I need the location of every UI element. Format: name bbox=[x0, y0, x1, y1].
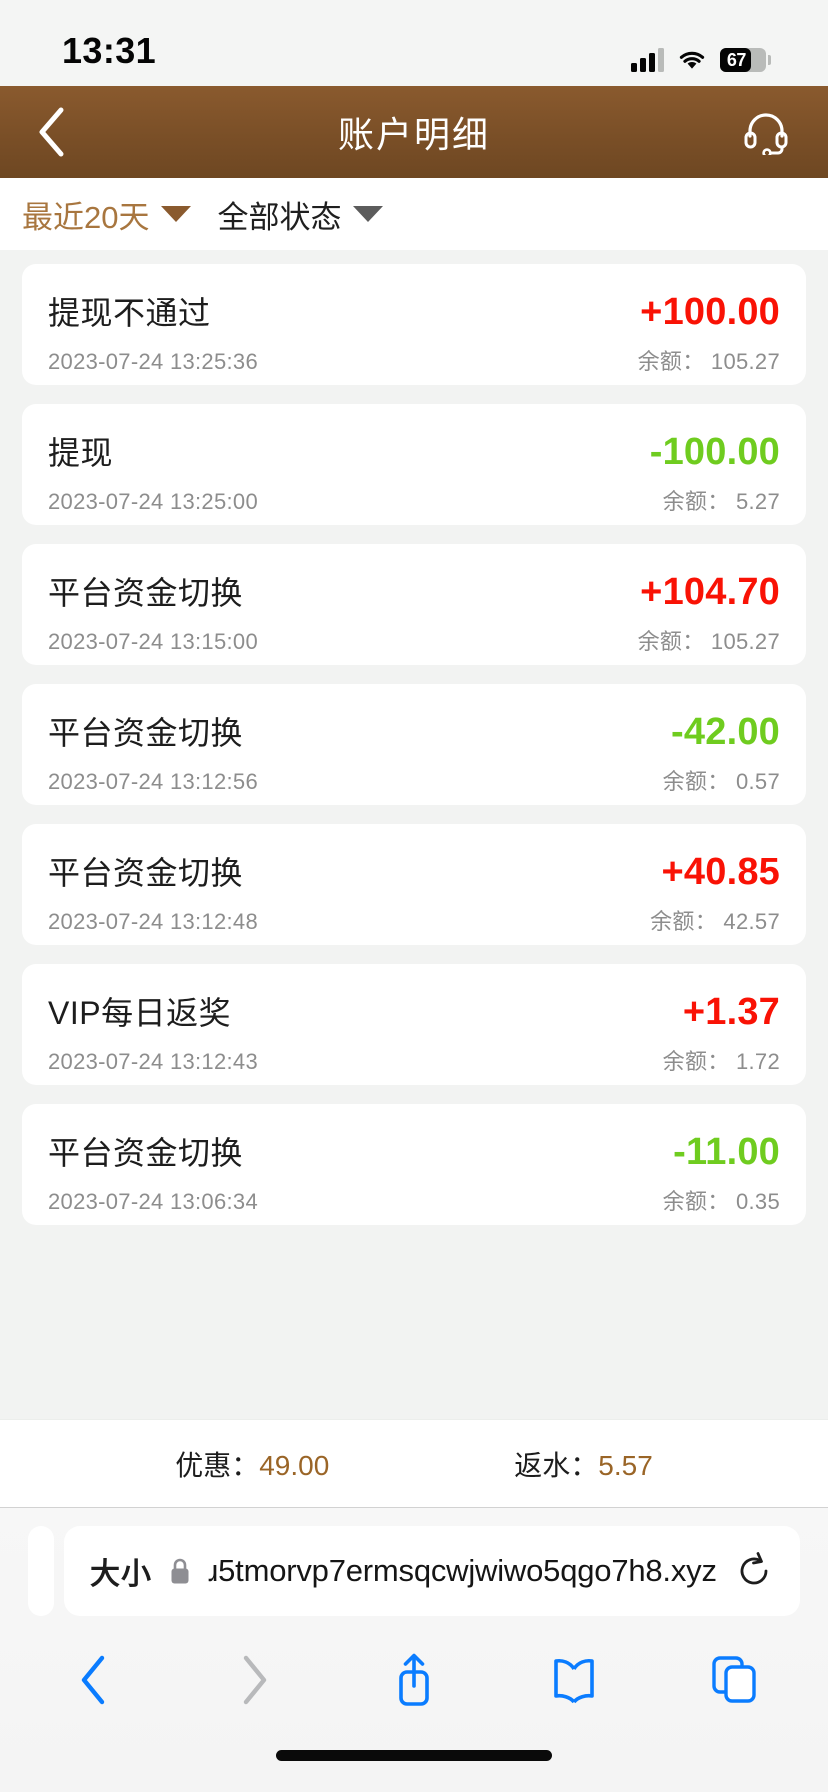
filter-date-range[interactable]: 最近20天 bbox=[22, 192, 192, 237]
filter-date-range-label: 最近20天 bbox=[22, 199, 150, 235]
app-header: 账户明细 bbox=[0, 86, 828, 178]
chevron-left-icon bbox=[39, 107, 64, 157]
status-time: 13:31 bbox=[62, 30, 157, 71]
browser-bookmarks-button[interactable] bbox=[536, 1642, 612, 1718]
status-bar: 13:31 67 bbox=[0, 0, 828, 86]
wifi-icon bbox=[679, 51, 705, 69]
chevron-down-icon bbox=[353, 206, 384, 222]
battery-level: 67 bbox=[726, 49, 747, 70]
chevron-left-icon bbox=[81, 1655, 105, 1705]
transaction-title: 平台资金切换 bbox=[48, 855, 244, 891]
transaction-title: 提现 bbox=[48, 435, 114, 471]
transaction-balance: 余额： 0.57 bbox=[662, 769, 780, 794]
chevron-down-icon bbox=[161, 206, 192, 222]
home-indicator-area bbox=[0, 1718, 828, 1792]
chevron-right-icon bbox=[243, 1655, 267, 1705]
transaction-balance: 余额： 42.57 bbox=[650, 909, 780, 934]
filter-status-label: 全部状态 bbox=[217, 199, 342, 235]
transaction-balance: 余额： 0.35 bbox=[662, 1189, 780, 1214]
transaction-datetime: 2023-07-24 13:15:00 bbox=[48, 629, 258, 654]
url-row: 大小 ɹ5tmorvp7ermsqcwjwiwo5qgo7h8.xyz bbox=[0, 1526, 828, 1616]
book-icon bbox=[554, 1658, 594, 1704]
transaction-title: 提现不通过 bbox=[48, 295, 211, 331]
previous-tab-peek[interactable] bbox=[28, 1526, 54, 1616]
filter-status[interactable]: 全部状态 bbox=[217, 192, 384, 237]
summary-rebate: 返水：5.57 bbox=[514, 1444, 653, 1484]
table-row[interactable]: 平台资金切换 -11.00 2023-07-24 13:06:34 余额： 0.… bbox=[22, 1104, 806, 1225]
transaction-title: 平台资金切换 bbox=[48, 715, 244, 751]
transaction-amount: +100.00 bbox=[640, 291, 780, 333]
tabs-icon bbox=[712, 1656, 756, 1703]
filter-bar: 最近20天 全部状态 bbox=[0, 178, 828, 250]
url-text: ɹ5tmorvp7ermsqcwjwiwo5qgo7h8.xyz bbox=[208, 1553, 717, 1588]
table-row[interactable]: VIP每日返奖 +1.37 2023-07-24 13:12:43 余额： 1.… bbox=[22, 964, 806, 1085]
summary-bar: 优惠：49.00 返水：5.57 bbox=[0, 1419, 828, 1507]
browser-share-button[interactable] bbox=[376, 1642, 452, 1718]
transaction-amount: +104.70 bbox=[640, 571, 780, 613]
battery-icon: 67 bbox=[720, 48, 771, 72]
status-indicators: 67 bbox=[631, 48, 771, 72]
transaction-datetime: 2023-07-24 13:25:00 bbox=[48, 489, 258, 514]
transaction-title: VIP每日返奖 bbox=[48, 995, 232, 1031]
transaction-amount: +1.37 bbox=[682, 991, 780, 1033]
customer-support-button[interactable] bbox=[738, 104, 794, 160]
transaction-balance: 余额： 1.72 bbox=[662, 1049, 780, 1074]
transaction-balance: 余额： 105.27 bbox=[637, 349, 780, 374]
summary-rebate-label: 返水： bbox=[514, 1449, 599, 1481]
table-row[interactable]: 平台资金切换 +104.70 2023-07-24 13:15:00 余额： 1… bbox=[22, 544, 806, 665]
table-row[interactable]: 提现不通过 +100.00 2023-07-24 13:25:36 余额： 10… bbox=[22, 264, 806, 385]
summary-rebate-value: 5.57 bbox=[598, 1449, 653, 1481]
transaction-amount: -100.00 bbox=[649, 431, 780, 473]
summary-promo: 优惠：49.00 bbox=[175, 1444, 329, 1484]
lock-icon bbox=[168, 1556, 192, 1586]
transaction-list[interactable]: 提现不通过 +100.00 2023-07-24 13:25:36 余额： 10… bbox=[0, 250, 828, 1419]
browser-back-button[interactable] bbox=[56, 1642, 132, 1718]
transaction-title: 平台资金切换 bbox=[48, 575, 244, 611]
page-size-button[interactable]: 大小 bbox=[90, 1558, 152, 1591]
browser-chrome: 大小 ɹ5tmorvp7ermsqcwjwiwo5qgo7h8.xyz bbox=[0, 1507, 828, 1792]
transaction-datetime: 2023-07-24 13:25:36 bbox=[48, 349, 258, 374]
transaction-balance: 余额： 5.27 bbox=[662, 489, 780, 514]
cellular-signal-icon bbox=[631, 48, 664, 72]
transaction-amount: -11.00 bbox=[673, 1131, 780, 1173]
page-title: 账户明细 bbox=[337, 114, 490, 155]
table-row[interactable]: 平台资金切换 +40.85 2023-07-24 13:12:48 余额： 42… bbox=[22, 824, 806, 945]
transaction-amount: -42.00 bbox=[671, 711, 780, 753]
back-button[interactable] bbox=[34, 104, 90, 160]
table-row[interactable]: 提现 -100.00 2023-07-24 13:25:00 余额： 5.27 bbox=[22, 404, 806, 525]
address-bar[interactable]: 大小 ɹ5tmorvp7ermsqcwjwiwo5qgo7h8.xyz bbox=[64, 1526, 800, 1616]
summary-promo-label: 优惠： bbox=[175, 1449, 260, 1481]
browser-tabs-button[interactable] bbox=[696, 1642, 772, 1718]
reload-icon[interactable] bbox=[736, 1551, 774, 1591]
share-icon bbox=[399, 1653, 429, 1706]
browser-toolbar bbox=[0, 1616, 828, 1718]
summary-promo-value: 49.00 bbox=[259, 1449, 330, 1481]
transaction-balance: 余额： 105.27 bbox=[637, 629, 780, 654]
transaction-title: 平台资金切换 bbox=[48, 1135, 244, 1171]
transaction-datetime: 2023-07-24 13:12:56 bbox=[48, 769, 258, 794]
transaction-datetime: 2023-07-24 13:12:43 bbox=[48, 1049, 258, 1074]
transaction-amount: +40.85 bbox=[661, 851, 780, 893]
table-row[interactable]: 平台资金切换 -42.00 2023-07-24 13:12:56 余额： 0.… bbox=[22, 684, 806, 805]
browser-forward-button[interactable] bbox=[216, 1642, 292, 1718]
transaction-datetime: 2023-07-24 13:12:48 bbox=[48, 909, 258, 934]
transaction-datetime: 2023-07-24 13:06:34 bbox=[48, 1189, 258, 1214]
home-indicator[interactable] bbox=[276, 1749, 552, 1761]
headset-icon bbox=[744, 113, 788, 155]
